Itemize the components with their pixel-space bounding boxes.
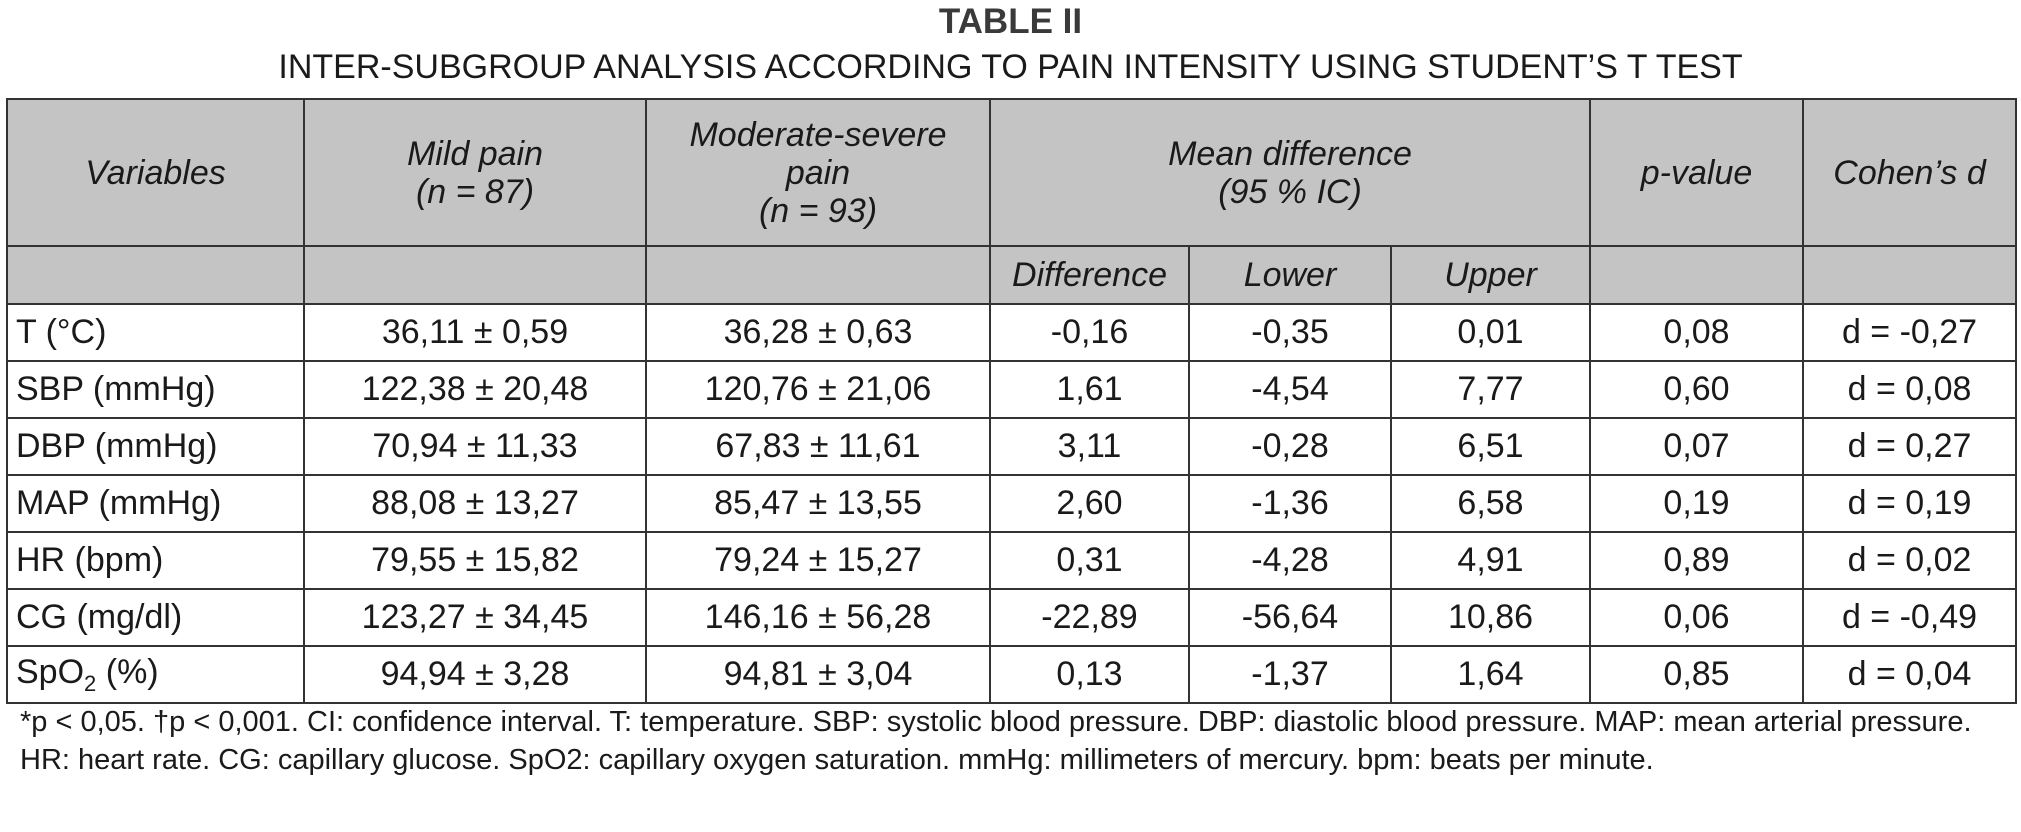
value-cell: 70,94 ± 11,33 (303, 417, 647, 476)
value-cell: d = 0,04 (1802, 645, 2018, 704)
value-cell: -1,36 (1188, 474, 1392, 533)
value-cell: d = 0,27 (1802, 417, 2018, 476)
value-cell: 1,61 (989, 360, 1190, 419)
data-row: MAP (mmHg) 88,08 ± 13,27 85,47 ± 13,55 2,60… (6, 474, 2018, 533)
value-cell: -0,16 (989, 303, 1190, 362)
empty-header (645, 245, 991, 305)
value-cell: -0,35 (1188, 303, 1392, 362)
value-cell: 88,08 ± 13,27 (303, 474, 647, 533)
table-title: TABLE II (938, 2, 1083, 41)
value-cell: 36,11 ± 0,59 (303, 303, 647, 362)
header-line: Mild pain (406, 134, 544, 173)
variable-cell: T (°C) (6, 303, 305, 362)
subheader-row: Difference Lower Upper (6, 245, 2018, 305)
value-cell: 7,77 (1389, 360, 1592, 419)
value-cell: -56,64 (1188, 588, 1392, 647)
value-cell: 36,28 ± 0,63 (645, 303, 991, 362)
header-line: (n = 93) (758, 191, 878, 230)
value-cell: -4,54 (1188, 360, 1392, 419)
value-cell: d = -0,49 (1802, 588, 2018, 647)
label-sub: 2 (84, 670, 97, 696)
value-cell: d = 0,02 (1802, 531, 2018, 590)
value-cell: 0,06 (1589, 588, 1805, 647)
table-subtitle: INTER-SUBGROUP ANALYSIS ACCORDING TO PAI… (278, 48, 1743, 86)
value-cell: -22,89 (989, 588, 1190, 647)
empty-header (6, 245, 305, 305)
empty-header (1589, 245, 1805, 305)
value-cell: -0,28 (1188, 417, 1392, 476)
label-base: SpO (16, 652, 85, 691)
value-cell: d = 0,19 (1802, 474, 2018, 533)
variable-cell: DBP (mmHg) (6, 417, 305, 476)
data-row: DBP (mmHg) 70,94 ± 11,33 67,83 ± 11,61 3,11… (6, 417, 2018, 476)
value-cell: 2,60 (989, 474, 1190, 533)
value-cell: 0,89 (1589, 531, 1805, 590)
value-cell: -1,37 (1188, 645, 1392, 704)
header-line: Variables (85, 153, 226, 192)
variable-cell: CG (mg/dl) (6, 588, 305, 647)
value-cell: 6,51 (1389, 417, 1592, 476)
variable-cell: SpO2 (%) (6, 645, 305, 704)
value-cell: 0,85 (1589, 645, 1805, 704)
variable-cell: MAP (mmHg) (6, 474, 305, 533)
value-cell: 0,07 (1589, 417, 1805, 476)
header-line: (95 % IC) (1218, 172, 1362, 211)
empty-header (303, 245, 647, 305)
subcolumn-header: Upper (1389, 245, 1592, 305)
value-cell: 120,76 ± 21,06 (645, 360, 991, 419)
value-cell: 0,01 (1389, 303, 1592, 362)
value-cell: d = -0,27 (1802, 303, 2018, 362)
value-cell: 122,38 ± 20,48 (303, 360, 647, 419)
value-cell: 10,86 (1389, 588, 1592, 647)
column-header: Moderate-severe pain (n = 93) (645, 98, 991, 247)
header-line: Cohen’s d (1833, 153, 1986, 192)
data-table: Variables Mild pain (n = 87) Moderate-sever… (6, 98, 2018, 704)
empty-header (1802, 245, 2018, 305)
header-line: p-value (1640, 153, 1753, 192)
column-header: Variables (6, 98, 305, 247)
value-cell: 0,31 (989, 531, 1190, 590)
footnote: *p < 0,05. †p < 0,001. CI: confidence in… (20, 706, 1972, 776)
value-cell: 0,19 (1589, 474, 1805, 533)
subcolumn-header: Difference (989, 245, 1190, 305)
data-row: HR (bpm) 79,55 ± 15,82 79,24 ± 15,27 0,31 -4… (6, 531, 2018, 590)
value-cell: -4,28 (1188, 531, 1392, 590)
value-cell: 67,83 ± 11,61 (645, 417, 991, 476)
subcolumn-header: Lower (1188, 245, 1392, 305)
header-row: Variables Mild pain (n = 87) Moderate-sever… (6, 98, 2018, 247)
header-line: (n = 87) (415, 172, 535, 211)
value-cell: 94,81 ± 3,04 (645, 645, 991, 704)
data-row: SpO2 (%) 94,94 ± 3,28 94,81 ± 3,04 0,13 -1,3… (6, 645, 2018, 704)
data-row: SBP (mmHg) 122,38 ± 20,48 120,76 ± 21,06 1,… (6, 360, 2018, 419)
value-cell: 94,94 ± 3,28 (303, 645, 647, 704)
data-row: T (°C) 36,11 ± 0,59 36,28 ± 0,63 -0,16 -0,35… (6, 303, 2018, 362)
header-line: Moderate-severe pain (689, 115, 947, 192)
value-cell: d = 0,08 (1802, 360, 2018, 419)
value-cell: 146,16 ± 56,28 (645, 588, 991, 647)
value-cell: 0,13 (989, 645, 1190, 704)
value-cell: 85,47 ± 13,55 (645, 474, 991, 533)
data-row: CG (mg/dl) 123,27 ± 34,45 146,16 ± 56,28 -2… (6, 588, 2018, 647)
value-cell: 6,58 (1389, 474, 1592, 533)
value-cell: 79,24 ± 15,27 (645, 531, 991, 590)
value-cell: 4,91 (1389, 531, 1592, 590)
column-header: Cohen’s d (1802, 98, 2018, 247)
value-cell: 79,55 ± 15,82 (303, 531, 647, 590)
variable-cell: SBP (mmHg) (6, 360, 305, 419)
value-cell: 1,64 (1389, 645, 1592, 704)
label-unit: (%) (96, 652, 159, 691)
header-line: Mean difference (1168, 134, 1412, 173)
value-cell: 0,08 (1589, 303, 1805, 362)
value-cell: 3,11 (989, 417, 1190, 476)
value-cell: 0,60 (1589, 360, 1805, 419)
column-header: Mild pain (n = 87) (303, 98, 647, 247)
column-header: p-value (1589, 98, 1805, 247)
column-header: Mean difference (95 % IC) (988, 98, 1592, 247)
value-cell: 123,27 ± 34,45 (303, 588, 647, 647)
variable-cell: HR (bpm) (6, 531, 305, 590)
